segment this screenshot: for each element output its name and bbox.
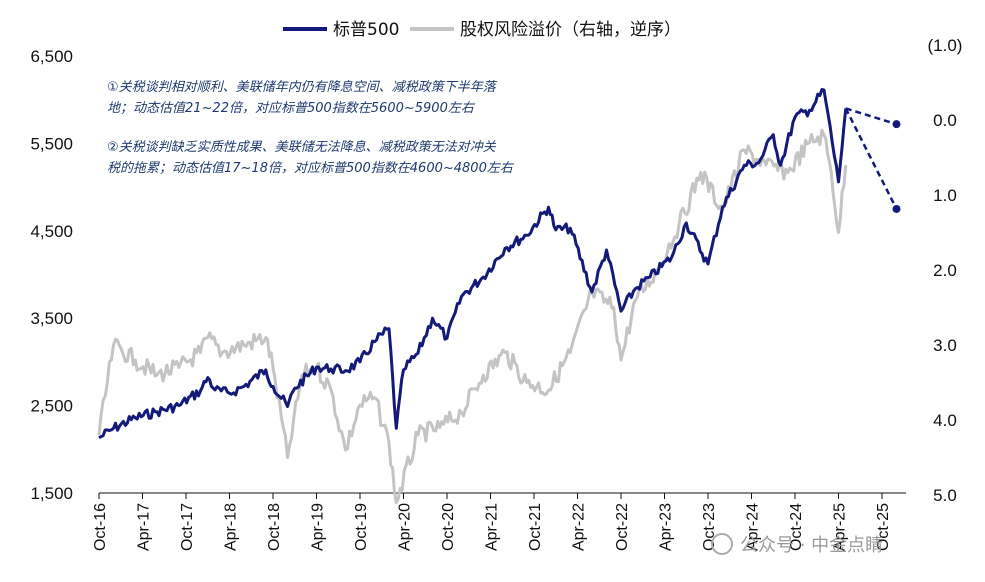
watermark-text: 公众号 · 中金点睛 (740, 535, 883, 556)
x-tick-label: Oct-24 (788, 503, 805, 551)
scenario-2-line (844, 107, 898, 210)
wechat-icon (711, 533, 733, 555)
right-tick-label: 2.0 (933, 261, 957, 280)
right-tick-label: (1.0) (928, 36, 963, 55)
scenario-projections (844, 107, 901, 213)
x-tick-label: Apr-22 (571, 503, 588, 551)
legend-premium-label: 股权风险溢价（右轴，逆序） (460, 20, 681, 40)
annotation-2-line-1: ②关税谈判缺乏实质性成果、美联储无法降息、减税政策无法对冲关 (107, 139, 497, 155)
x-tick-label: Apr-17 (136, 503, 153, 551)
right-tick-label: 5.0 (933, 486, 957, 505)
x-tick-label: Oct-20 (440, 503, 457, 551)
x-tick-label: Apr-21 (484, 503, 501, 551)
x-tick-label: Oct-17 (179, 503, 196, 551)
right-tick-label: 0.0 (933, 111, 957, 130)
left-tick-label: 6,500 (30, 47, 73, 66)
left-tick-label: 4,500 (30, 222, 73, 241)
watermark: 公众号 · 中金点睛 (711, 533, 883, 556)
annotation-1-line-2: 地；动态估值21~22倍，对应标普500指数在5600~5900左右 (107, 100, 476, 116)
x-tick-label: Oct-23 (701, 503, 718, 551)
right-axis-ticks: (1.0) 0.0 1.0 2.0 3.0 4.0 5.0 (928, 36, 963, 505)
x-tick-label: Apr-23 (658, 503, 675, 551)
x-tick-label: Oct-22 (614, 503, 631, 551)
x-tick-label: Oct-18 (266, 503, 283, 551)
right-tick-label: 1.0 (933, 186, 957, 205)
x-tick-label: Apr-24 (745, 503, 762, 551)
left-tick-label: 3,500 (30, 309, 73, 328)
annotation-1-line-1: ①关税谈判相对顺利、美联储年内仍有降息空间、减税政策下半年落 (107, 79, 498, 95)
scenario-1-endpoint (892, 120, 901, 129)
annotation-2-line-2: 税的拖累；动态估值17~18倍，对应标普500指数在4600~4800左右 (107, 160, 515, 176)
right-tick-label: 4.0 (933, 411, 957, 430)
scenario-2-endpoint (892, 204, 901, 213)
x-tick-label: Oct-21 (527, 503, 544, 551)
right-tick-label: 3.0 (933, 336, 957, 355)
left-tick-label: 5,500 (30, 134, 73, 153)
x-tick-label: Apr-20 (397, 503, 414, 551)
left-axis-ticks: 1,500 2,500 3,500 4,500 5,500 6,500 (30, 47, 73, 503)
x-axis-ticks: Oct-16 Apr-17 Oct-17 Apr-18 Oct-18 Apr-19 Oct-… (92, 493, 892, 551)
left-tick-label: 1,500 (30, 484, 73, 503)
x-tick-label: Apr-25 (832, 503, 849, 551)
series-line-sp500 (98, 88, 848, 440)
x-tick-label: Oct-19 (353, 503, 370, 551)
x-tick-label: Apr-18 (223, 503, 240, 551)
legend-sp500-label: 标普500 (333, 20, 399, 40)
left-tick-label: 2,500 (30, 397, 73, 416)
x-tick-label: Apr-19 (310, 503, 327, 551)
x-tick-label: Oct-25 (875, 503, 892, 551)
x-tick-label: Oct-16 (92, 503, 109, 551)
scenario-1-line (845, 107, 897, 126)
